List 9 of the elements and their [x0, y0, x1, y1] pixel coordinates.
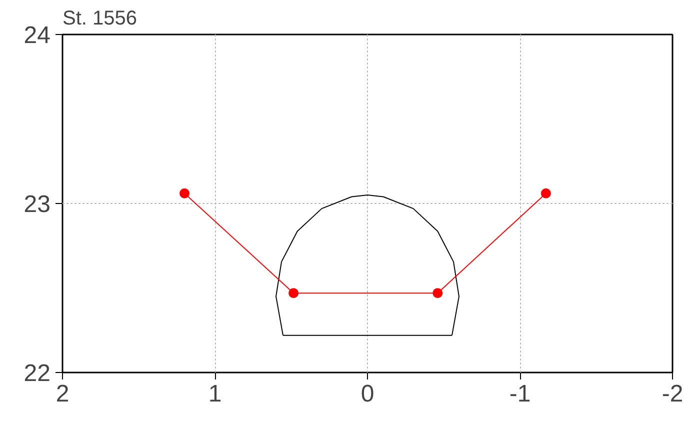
x-tick-label: 1 — [208, 380, 222, 408]
x-tick-label: 2 — [56, 380, 70, 408]
x-tick-label: 0 — [360, 380, 374, 408]
y-tick-label: 22 — [24, 360, 51, 387]
chart-title: St. 1556 — [62, 8, 138, 30]
y-tick-label: 24 — [24, 22, 51, 49]
y-tick-label: 23 — [24, 191, 51, 218]
x-tick-label: -2 — [662, 380, 684, 408]
x-tick-label: -1 — [509, 380, 531, 408]
